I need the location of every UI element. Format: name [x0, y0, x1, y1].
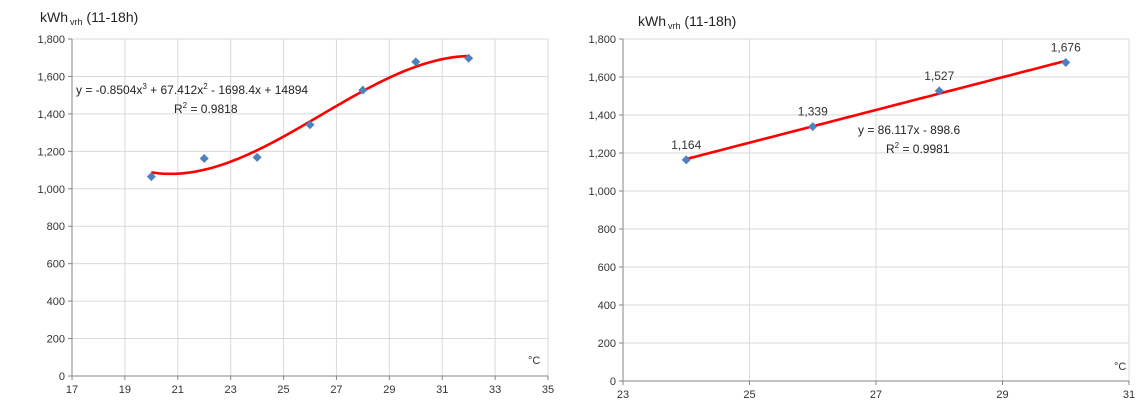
left-data-point — [464, 53, 474, 63]
right-y-tick-label: 200 — [598, 338, 616, 350]
left-data-point — [199, 153, 209, 163]
right-r-squared: R2 = 0.9981 — [886, 141, 950, 156]
left-r-squared: R2 = 0.9818 — [174, 101, 238, 116]
left-y-tick-label: 800 — [47, 221, 65, 233]
left-x-tick-label: 19 — [119, 384, 131, 396]
right-data-label: 1,676 — [1051, 41, 1081, 55]
chart-right: 0 200 400 600 800 1,000 1,200 1,400 1,600 1,800 23… — [568, 0, 1141, 405]
left-trendline-equation: y = -0.8504x3 + 67.412x2 - 1698.4x + 148… — [76, 82, 308, 97]
left-x-tick-label: 33 — [489, 384, 501, 396]
right-r-squared-exponent: 2 — [895, 141, 900, 150]
chart-right-svg: 02004006008001,0001,2001,4001,6001,80023… — [588, 13, 1135, 401]
left-y-tick-label: 1,600 — [37, 71, 65, 83]
left-y-tick-label: 400 — [47, 296, 65, 308]
right-y-tick-label: 1,200 — [588, 148, 616, 160]
left-data-point — [146, 172, 156, 182]
right-r-squared-part: R — [886, 142, 895, 156]
right-y-tick-label: 1,400 — [588, 110, 616, 122]
left-x-tick-label: 31 — [436, 384, 448, 396]
right-data-point — [1061, 58, 1071, 68]
right-chart-title: kWh vrh (11-18h) — [638, 13, 736, 31]
right-trendline — [685, 59, 1067, 161]
left-y-tick-label: 1,800 — [37, 34, 65, 46]
left-x-tick-label: 17 — [66, 384, 78, 396]
left-x-tick-label: 21 — [172, 384, 184, 396]
left-title-sub: vrh — [70, 17, 83, 27]
right-x-tick-label: 29 — [996, 389, 1008, 401]
left-x-tick-label: 29 — [383, 384, 395, 396]
left-y-tick-label: 600 — [47, 259, 65, 271]
right-x-tick-label: 27 — [870, 389, 882, 401]
left-y-tick-label: 1,400 — [37, 109, 65, 121]
right-title-suffix: (11-18h) — [681, 13, 737, 29]
right-y-tick-label: 800 — [598, 224, 616, 236]
right-data-point — [681, 155, 691, 165]
left-r-squared-exponent: 2 — [183, 101, 188, 110]
right-title-sub: vrh — [668, 21, 681, 31]
right-data-label: 1,164 — [671, 138, 701, 152]
left-equation-part: - 1698.4x + 14894 — [208, 83, 309, 97]
left-equation-exponent: 2 — [203, 82, 208, 91]
right-r-squared-part: = 0.9981 — [899, 142, 950, 156]
right-x-tick-label: 31 — [1123, 389, 1135, 401]
right-data-point — [808, 122, 818, 132]
left-chart-title: kWh vrh (11-18h) — [40, 9, 138, 27]
left-x-tick-label: 25 — [277, 384, 289, 396]
left-gridlines — [72, 38, 549, 376]
right-data-label: 1,527 — [924, 69, 954, 83]
right-title-main: kWh — [638, 13, 666, 29]
left-y-tick-label: 1,200 — [37, 146, 65, 158]
right-data-label: 1,339 — [798, 105, 828, 119]
left-data-point — [358, 85, 368, 95]
left-x-axis-unit: °C — [528, 355, 540, 367]
right-x-tick-label: 25 — [743, 389, 755, 401]
right-x-axis-unit: °C — [1114, 361, 1126, 373]
right-x-tick-label: 23 — [617, 389, 629, 401]
left-data-point — [305, 120, 315, 130]
left-y-tick-label: 0 — [59, 371, 65, 383]
left-r-squared-part: = 0.9818 — [187, 102, 238, 116]
left-x-tick-label: 27 — [330, 384, 342, 396]
left-title-suffix: (11-18h) — [83, 9, 139, 25]
left-equation-exponent: 3 — [142, 82, 147, 91]
right-y-tick-label: 0 — [610, 376, 616, 388]
right-equation-part: y = 86.117x - 898.6 — [858, 123, 961, 137]
left-title-main: kWh — [40, 9, 68, 25]
chart-left: 0 200 400 600 800 1,000 1,200 1,400 1,600 1,800 17… — [0, 0, 560, 405]
left-equation-part: + 67.412x — [147, 83, 203, 97]
left-equation-part: y = -0.8504x — [76, 83, 142, 97]
right-data-point — [934, 86, 944, 96]
left-y-tick-label: 1,000 — [37, 184, 65, 196]
left-r-squared-part: R — [174, 102, 183, 116]
left-x-tick-label: 35 — [542, 384, 554, 396]
right-y-tick-label: 1,800 — [588, 34, 616, 46]
right-trendline-equation: y = 86.117x - 898.6 — [858, 123, 961, 137]
left-data-point — [252, 152, 262, 162]
left-x-tick-label: 23 — [225, 384, 237, 396]
left-data-point — [411, 57, 421, 67]
right-gridlines — [623, 38, 1130, 381]
chart-left-svg: 0 200 400 600 800 1,000 1,200 1,400 1,600 1,800 17… — [37, 9, 554, 396]
right-y-tick-label: 1,000 — [588, 186, 616, 198]
left-y-tick-label: 200 — [47, 334, 65, 346]
right-y-tick-label: 600 — [598, 262, 616, 274]
right-y-tick-label: 400 — [598, 300, 616, 312]
right-y-tick-label: 1,600 — [588, 72, 616, 84]
